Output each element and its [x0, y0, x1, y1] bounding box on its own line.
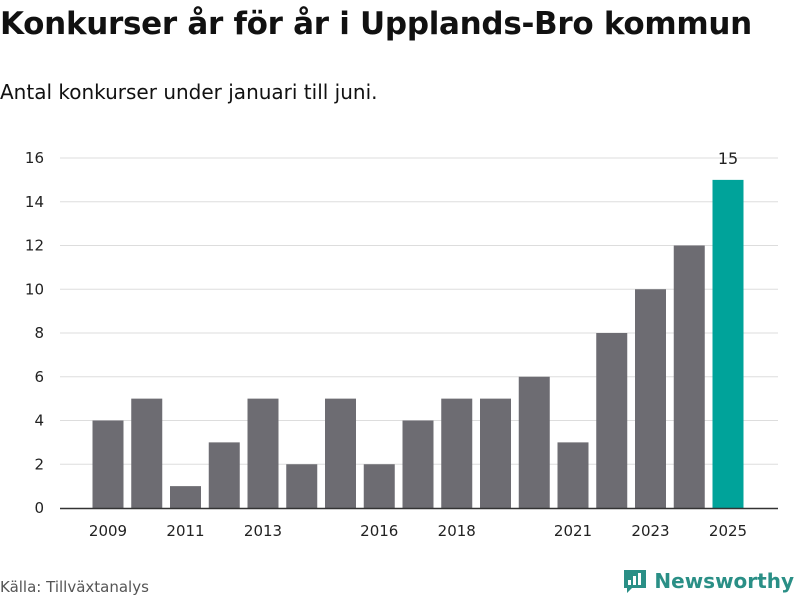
bar-chart-logo-icon — [624, 570, 647, 593]
y-tick-label: 16 — [25, 149, 44, 167]
y-tick-label: 10 — [25, 280, 44, 298]
bar — [596, 333, 628, 508]
x-tick-label: 2018 — [438, 522, 476, 540]
bars — [92, 179, 744, 508]
y-tick-label: 12 — [25, 237, 44, 255]
bar-highlight — [712, 179, 744, 508]
y-tick-label: 4 — [34, 412, 44, 430]
data-label: 15 — [718, 149, 738, 168]
y-tick-label: 0 — [34, 499, 44, 517]
bar — [170, 486, 201, 508]
y-axis-ticks: 0 2 4 6 8 10 12 14 16 — [25, 149, 44, 517]
bar — [208, 442, 240, 508]
x-tick-label: 2021 — [554, 522, 592, 540]
bar — [286, 464, 318, 508]
source-note: Källa: Tillväxtanalys — [0, 578, 149, 596]
bar — [673, 245, 705, 508]
x-tick-label: 2025 — [709, 522, 747, 540]
bar — [131, 398, 163, 508]
bar — [518, 376, 550, 508]
bar — [635, 289, 666, 508]
x-tick-label: 2016 — [360, 522, 398, 540]
bar — [247, 398, 279, 508]
bar — [402, 420, 434, 508]
y-tick-label: 2 — [34, 455, 44, 473]
x-tick-label: 2013 — [244, 522, 282, 540]
y-tick-label: 6 — [34, 368, 44, 386]
x-tick-label: 2009 — [89, 522, 127, 540]
data-labels: 15 — [718, 149, 738, 168]
brand-name: Newsworthy — [654, 569, 794, 593]
grid-lines — [60, 157, 778, 465]
bar — [557, 442, 589, 508]
chart-title: Konkurser år för år i Upplands-Bro kommu… — [0, 6, 752, 42]
chart-subtitle: Antal konkurser under januari till juni. — [0, 80, 378, 104]
bar — [441, 398, 473, 508]
x-tick-label: 2023 — [631, 522, 669, 540]
bar — [363, 464, 395, 508]
y-tick-label: 14 — [25, 193, 44, 211]
newsworthy-logo: Newsworthy — [622, 568, 794, 594]
x-tick-label: 2011 — [166, 522, 204, 540]
x-axis-ticks: 2009 2011 2013 2016 2018 2021 2023 2025 — [89, 522, 747, 540]
y-tick-label: 8 — [34, 324, 44, 342]
bar — [325, 398, 356, 508]
bar — [480, 398, 511, 508]
bar — [92, 420, 124, 508]
